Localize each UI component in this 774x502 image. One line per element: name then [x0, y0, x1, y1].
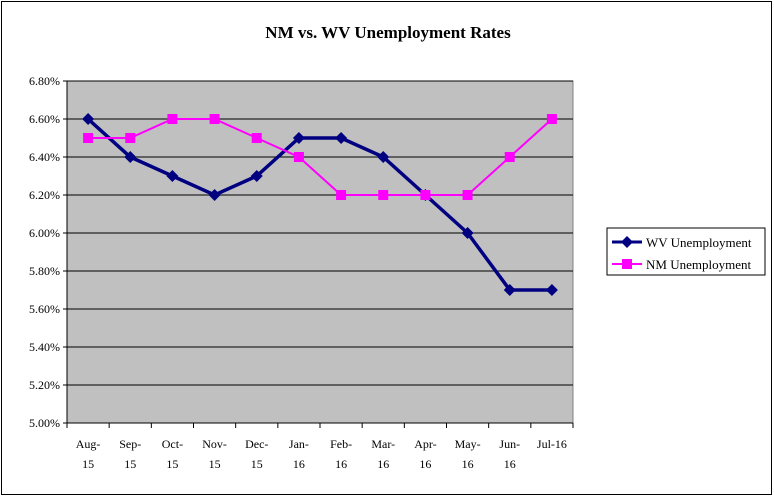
data-point — [503, 284, 516, 296]
data-point — [293, 152, 304, 162]
x-tick-label: Jun- — [499, 437, 520, 451]
data-point — [125, 133, 136, 143]
y-tick-label: 6.20% — [29, 188, 60, 202]
series-wv — [82, 113, 558, 296]
x-tick-label: Nov- — [202, 437, 227, 451]
data-point — [461, 227, 474, 239]
series-nm — [83, 114, 557, 200]
y-tick-label: 5.20% — [29, 378, 60, 392]
x-tick-label: 16 — [504, 457, 516, 471]
x-tick-label: 15 — [82, 457, 94, 471]
x-tick-label: 16 — [335, 457, 347, 471]
y-tick-label: 5.00% — [29, 416, 60, 430]
x-tick-label: 15 — [209, 457, 221, 471]
x-tick-label: Dec- — [245, 437, 268, 451]
data-point — [251, 133, 262, 143]
data-point — [83, 133, 94, 143]
y-tick-label: 5.40% — [29, 340, 60, 354]
legend: WV Unemployment NM Unemployment — [606, 227, 766, 276]
x-tick-label: Feb- — [330, 437, 352, 451]
x-tick-label: Aug- — [76, 437, 101, 451]
series-line — [86, 117, 552, 292]
x-tick-label: 15 — [251, 457, 263, 471]
data-point — [377, 151, 390, 163]
x-tick-label: Apr- — [414, 437, 436, 451]
data-point — [462, 190, 473, 200]
data-point — [124, 151, 137, 163]
y-tick-label: 5.60% — [29, 302, 60, 316]
x-tick-label: Sep- — [119, 437, 141, 451]
legend-square-icon — [622, 259, 632, 269]
data-point — [420, 190, 431, 200]
x-tick-label: 16 — [419, 457, 431, 471]
x-tick-label: Oct- — [162, 437, 183, 451]
x-tick-label: 15 — [124, 457, 136, 471]
x-tick-label: 16 — [462, 457, 474, 471]
x-tick-label: Jul-16 — [537, 437, 567, 451]
data-point — [336, 190, 347, 200]
data-point — [166, 170, 179, 182]
series-line — [88, 118, 553, 196]
data-point — [378, 190, 389, 200]
data-point — [167, 114, 178, 124]
data-point — [82, 113, 95, 125]
y-tick-label: 5.80% — [29, 264, 60, 278]
y-tick-label: 6.80% — [29, 74, 60, 88]
data-point — [209, 114, 220, 124]
x-tick-label: 16 — [377, 457, 389, 471]
data-point — [504, 152, 515, 162]
data-point — [250, 170, 263, 182]
x-tick-label: 15 — [166, 457, 178, 471]
data-point — [208, 189, 221, 201]
data-point — [545, 284, 558, 296]
x-tick-label: Jan- — [289, 437, 309, 451]
data-point — [335, 132, 348, 144]
legend-label: WV Unemployment — [646, 235, 752, 250]
y-tick-label: 6.00% — [29, 226, 60, 240]
x-tick-label: 16 — [293, 457, 305, 471]
legend-label: NM Unemployment — [646, 257, 751, 272]
y-tick-label: 6.60% — [29, 112, 60, 126]
data-point — [546, 114, 557, 124]
x-tick-label: May- — [455, 437, 481, 451]
chart-title: NM vs. WV Unemployment Rates — [265, 23, 511, 42]
y-tick-label: 6.40% — [29, 150, 60, 164]
legend-diamond-icon — [621, 236, 633, 248]
data-point — [292, 132, 305, 144]
x-tick-label: Mar- — [371, 437, 395, 451]
